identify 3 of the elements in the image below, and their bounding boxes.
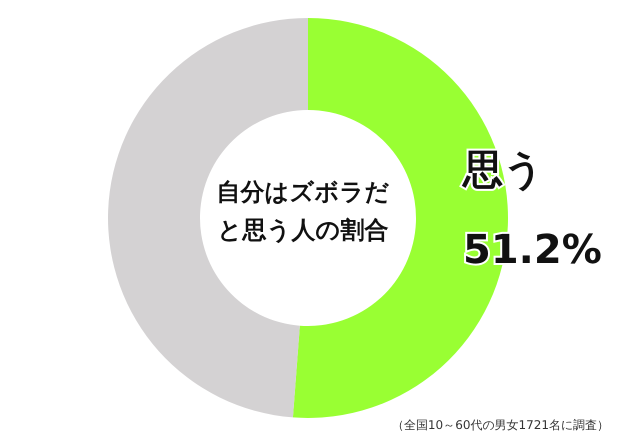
slice-label: 思う: [461, 147, 544, 193]
text: （全国10～60代の男女1721名に調査）: [392, 417, 609, 434]
text: 自分はズボラだと思う人の割合: [216, 177, 390, 246]
